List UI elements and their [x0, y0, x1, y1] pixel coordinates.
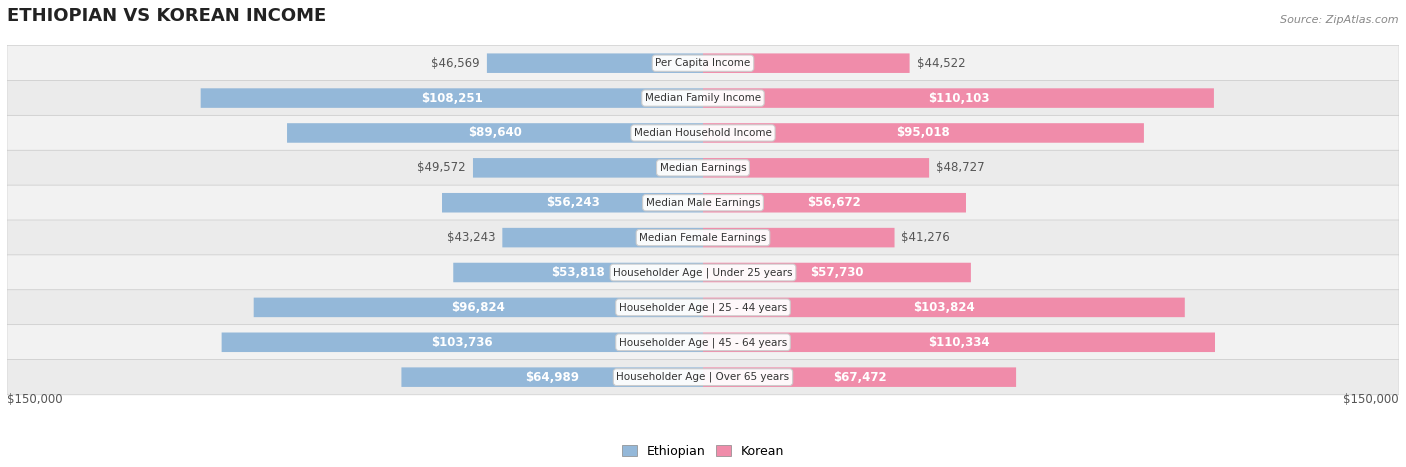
FancyBboxPatch shape — [502, 228, 703, 248]
Text: Per Capita Income: Per Capita Income — [655, 58, 751, 68]
FancyBboxPatch shape — [201, 88, 703, 108]
Text: $89,640: $89,640 — [468, 127, 522, 140]
FancyBboxPatch shape — [7, 80, 1399, 116]
FancyBboxPatch shape — [703, 263, 972, 282]
Text: $41,276: $41,276 — [901, 231, 950, 244]
FancyBboxPatch shape — [7, 360, 1399, 395]
Text: $110,103: $110,103 — [928, 92, 990, 105]
Text: Median Household Income: Median Household Income — [634, 128, 772, 138]
FancyBboxPatch shape — [441, 193, 703, 212]
Text: $43,243: $43,243 — [447, 231, 495, 244]
FancyBboxPatch shape — [253, 297, 703, 317]
Text: $64,989: $64,989 — [526, 371, 579, 384]
FancyBboxPatch shape — [703, 88, 1213, 108]
FancyBboxPatch shape — [472, 158, 703, 177]
FancyBboxPatch shape — [7, 46, 1399, 81]
FancyBboxPatch shape — [703, 297, 1185, 317]
Text: $96,824: $96,824 — [451, 301, 505, 314]
Text: Median Family Income: Median Family Income — [645, 93, 761, 103]
Legend: Ethiopian, Korean: Ethiopian, Korean — [617, 439, 789, 462]
Text: Source: ZipAtlas.com: Source: ZipAtlas.com — [1281, 15, 1399, 25]
Text: $150,000: $150,000 — [1343, 393, 1399, 406]
Text: $103,824: $103,824 — [912, 301, 974, 314]
Text: $95,018: $95,018 — [897, 127, 950, 140]
Text: $108,251: $108,251 — [420, 92, 482, 105]
FancyBboxPatch shape — [703, 123, 1144, 143]
Text: $46,569: $46,569 — [432, 57, 479, 70]
Text: $53,818: $53,818 — [551, 266, 605, 279]
Text: ETHIOPIAN VS KOREAN INCOME: ETHIOPIAN VS KOREAN INCOME — [7, 7, 326, 25]
Text: $56,243: $56,243 — [546, 196, 599, 209]
Text: Median Male Earnings: Median Male Earnings — [645, 198, 761, 208]
FancyBboxPatch shape — [703, 368, 1017, 387]
FancyBboxPatch shape — [703, 53, 910, 73]
Text: Householder Age | 45 - 64 years: Householder Age | 45 - 64 years — [619, 337, 787, 347]
FancyBboxPatch shape — [703, 193, 966, 212]
FancyBboxPatch shape — [453, 263, 703, 282]
Text: $49,572: $49,572 — [418, 161, 465, 174]
FancyBboxPatch shape — [7, 150, 1399, 185]
FancyBboxPatch shape — [222, 333, 703, 352]
FancyBboxPatch shape — [402, 368, 703, 387]
Text: $44,522: $44,522 — [917, 57, 965, 70]
FancyBboxPatch shape — [7, 220, 1399, 255]
Text: $48,727: $48,727 — [936, 161, 984, 174]
FancyBboxPatch shape — [287, 123, 703, 143]
FancyBboxPatch shape — [7, 115, 1399, 150]
Text: $57,730: $57,730 — [810, 266, 863, 279]
Text: Median Female Earnings: Median Female Earnings — [640, 233, 766, 243]
FancyBboxPatch shape — [7, 325, 1399, 360]
FancyBboxPatch shape — [703, 333, 1215, 352]
FancyBboxPatch shape — [7, 185, 1399, 220]
Text: $150,000: $150,000 — [7, 393, 63, 406]
FancyBboxPatch shape — [703, 158, 929, 177]
FancyBboxPatch shape — [703, 228, 894, 248]
FancyBboxPatch shape — [7, 255, 1399, 290]
Text: $110,334: $110,334 — [928, 336, 990, 349]
FancyBboxPatch shape — [7, 290, 1399, 325]
FancyBboxPatch shape — [486, 53, 703, 73]
Text: Householder Age | 25 - 44 years: Householder Age | 25 - 44 years — [619, 302, 787, 312]
Text: $67,472: $67,472 — [832, 371, 886, 384]
Text: Householder Age | Under 25 years: Householder Age | Under 25 years — [613, 267, 793, 278]
Text: $103,736: $103,736 — [432, 336, 494, 349]
Text: Median Earnings: Median Earnings — [659, 163, 747, 173]
Text: Householder Age | Over 65 years: Householder Age | Over 65 years — [616, 372, 790, 382]
Text: $56,672: $56,672 — [807, 196, 862, 209]
